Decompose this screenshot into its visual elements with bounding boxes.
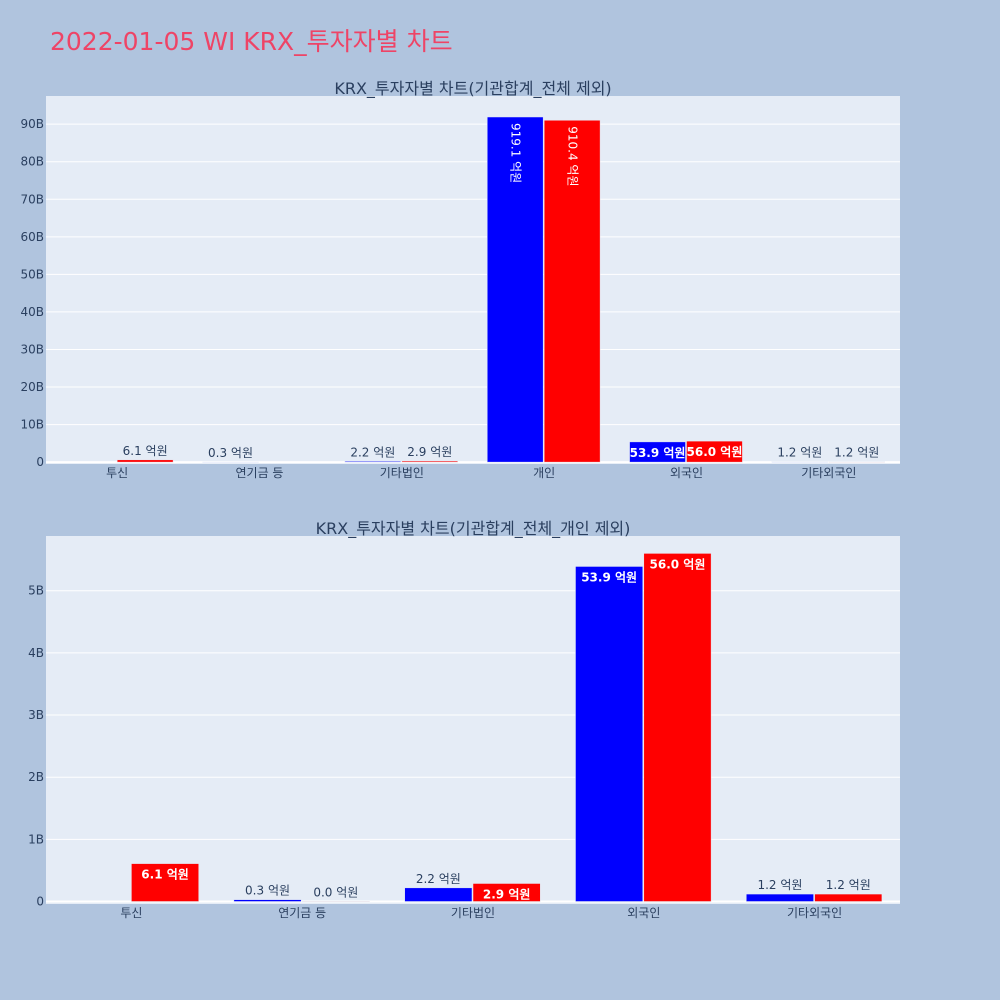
bar	[746, 893, 814, 902]
x-tick-label: 개인	[533, 466, 555, 480]
chart-bottom: KRX_투자자별 차트(기관합계_전체_개인 제외) 0 1B 2B 3B 4B 5B 투신 6…	[28, 519, 900, 920]
data-label: 0.3 억원	[208, 446, 253, 460]
data-label: 6.1 억원	[123, 444, 168, 458]
bar	[472, 883, 541, 902]
x-tick-label: 기타외국인	[801, 466, 856, 480]
data-label: 1.2 억원	[757, 878, 802, 892]
chart-title: KRX_투자자별 차트(기관합계_전체 제외)	[334, 79, 611, 99]
plot-area	[46, 536, 900, 904]
y-tick-label: 90B	[20, 117, 44, 131]
x-tick-label: 기타법인	[380, 466, 424, 480]
y-tick-label: 70B	[20, 192, 44, 206]
bar	[131, 863, 199, 902]
x-tick-label: 기타법인	[451, 906, 495, 920]
data-label: 2.9 억원	[483, 887, 531, 901]
x-tick-label: 투신	[120, 906, 142, 920]
data-label: 1.2 억원	[777, 446, 822, 460]
y-tick-label: 80B	[20, 155, 44, 169]
data-label: 919.1 억원	[509, 123, 523, 183]
bar	[344, 461, 402, 463]
data-label: 2.9 억원	[407, 445, 452, 459]
data-label: 6.1 억원	[141, 868, 189, 882]
data-label: 2.2 억원	[416, 872, 461, 886]
bar	[404, 887, 473, 902]
bar	[233, 899, 302, 902]
y-tick-label: 60B	[20, 230, 44, 244]
y-tick-label: 30B	[20, 342, 44, 356]
x-tick-label: 투신	[106, 466, 128, 480]
y-tick-label: 50B	[20, 267, 44, 281]
page-title: 2022-01-05 WI KRX_투자자별 차트	[50, 27, 453, 56]
bar	[629, 441, 686, 463]
chart-top: KRX_투자자별 차트(기관합계_전체 제외) 0 10B 20B 30B 40B 50B 6…	[20, 79, 900, 480]
data-label: 1.2 억원	[834, 446, 879, 460]
y-tick-label: 0	[36, 895, 44, 909]
data-label: 2.2 억원	[350, 445, 395, 459]
y-tick-label: 40B	[20, 305, 44, 319]
chart-title: KRX_투자자별 차트(기관합계_전체_개인 제외)	[316, 519, 631, 539]
bar	[401, 460, 459, 463]
data-label: 0.0 억원	[313, 885, 358, 899]
data-label: 910.4 억원	[566, 126, 580, 186]
bar	[575, 566, 644, 902]
data-label: 0.3 억원	[245, 884, 290, 898]
x-tick-label: 기타외국인	[787, 906, 842, 920]
y-tick-label: 0	[36, 455, 44, 469]
x-tick-label: 외국인	[670, 466, 703, 480]
bar	[686, 440, 743, 463]
plot-area	[46, 96, 900, 464]
data-label: 1.2 억원	[826, 878, 871, 892]
bar	[116, 459, 174, 463]
data-label: 56.0 억원	[650, 557, 706, 571]
bar	[543, 120, 601, 463]
y-tick-label: 20B	[20, 380, 44, 394]
bar	[814, 893, 883, 902]
y-tick-label: 10B	[20, 418, 44, 432]
data-label: 53.9 억원	[630, 446, 686, 460]
y-tick-label: 4B	[28, 646, 44, 660]
y-tick-label: 5B	[28, 584, 44, 598]
bar	[643, 553, 712, 902]
data-label: 56.0 억원	[687, 445, 743, 459]
y-tick-label: 2B	[28, 770, 44, 784]
bar	[486, 116, 544, 463]
y-tick-label: 3B	[28, 708, 44, 722]
y-tick-label: 1B	[28, 832, 44, 846]
x-tick-label: 연기금 등	[278, 906, 326, 920]
x-tick-label: 외국인	[627, 906, 660, 920]
x-tick-label: 연기금 등	[236, 466, 284, 480]
data-label: 53.9 억원	[581, 570, 637, 584]
